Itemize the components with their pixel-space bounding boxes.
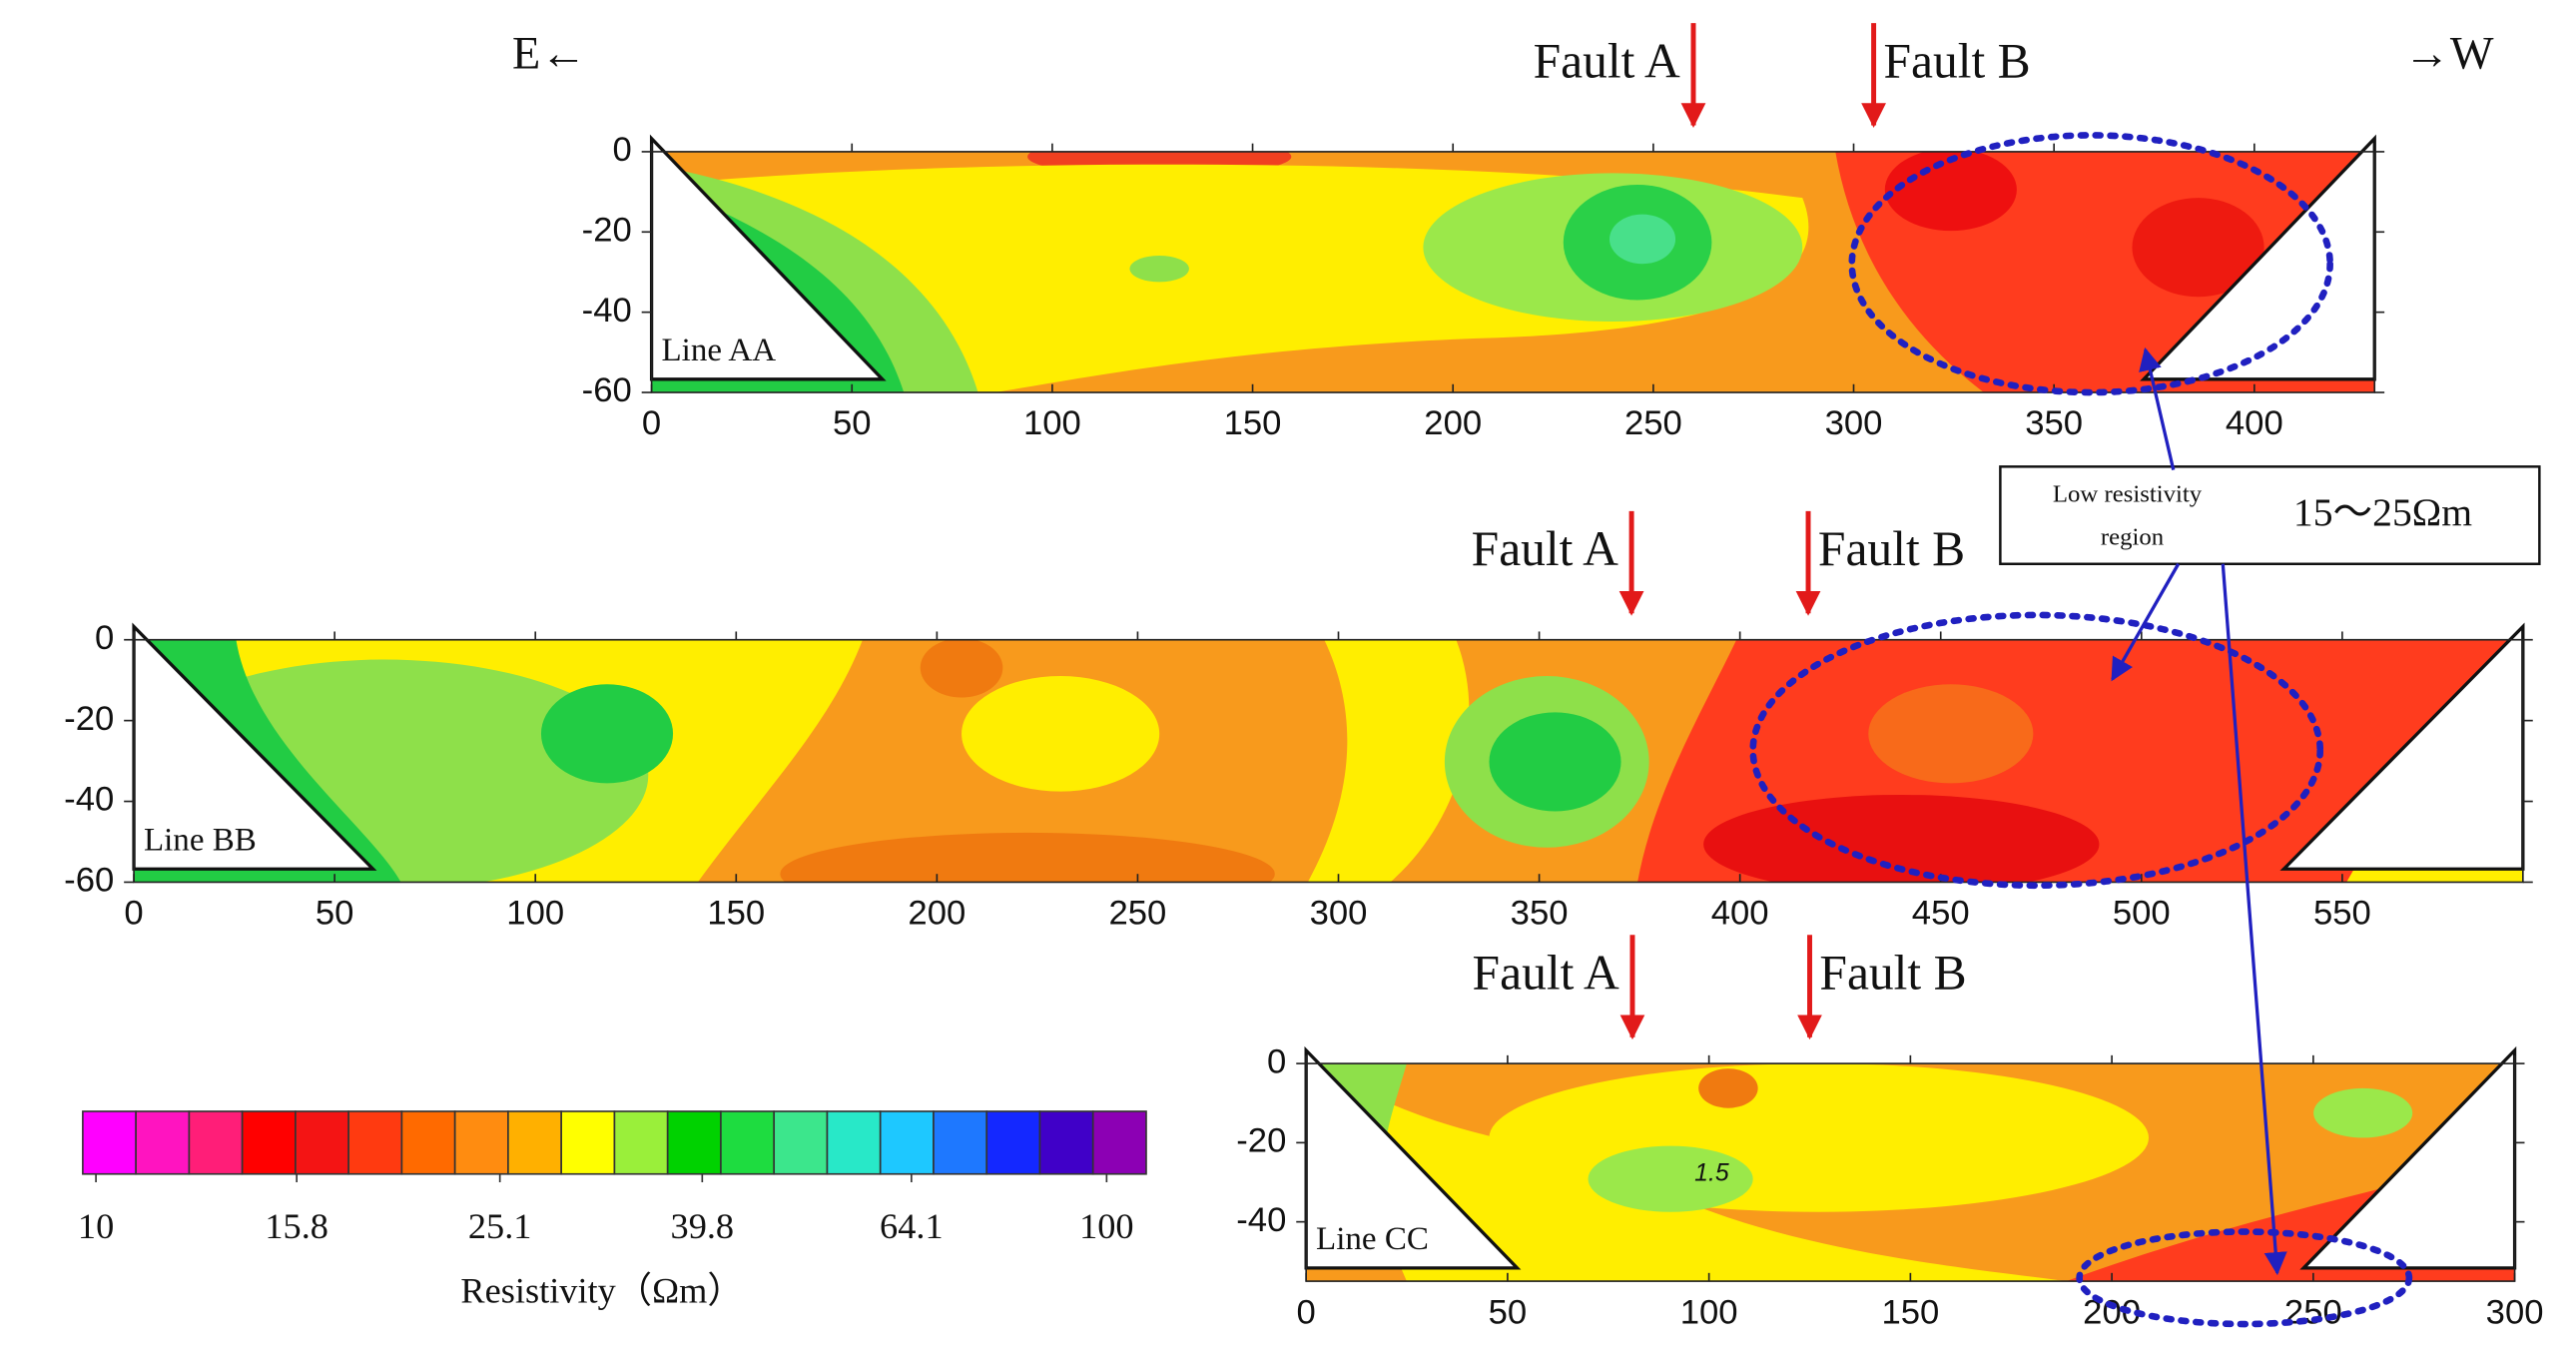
direction-west: →W	[2404, 27, 2494, 78]
fault-label: Fault B	[1883, 33, 2030, 88]
colorbar-swatch	[241, 1110, 297, 1175]
x-tick-label: 250	[1624, 404, 1682, 442]
y-tick-label: -40	[582, 292, 632, 330]
colorbar-swatch	[295, 1110, 349, 1175]
colorbar-swatch	[879, 1110, 935, 1175]
fault-label: Fault B	[1818, 521, 1965, 576]
line-label: Line BB	[144, 822, 257, 858]
x-tick-label: 150	[1881, 1293, 1939, 1331]
x-tick-label: 300	[1825, 404, 1883, 442]
annotations: Low resistivity region 15～25Ωm E← →W Res…	[460, 27, 2541, 1328]
colorbar-tick-label: 15.8	[265, 1206, 328, 1246]
colorbar-tick-label: 25.1	[468, 1206, 532, 1246]
plot-frame	[133, 638, 2524, 884]
colorbar-swatch	[773, 1110, 829, 1175]
x-tick-label: 250	[2284, 1293, 2342, 1331]
y-tick-label: -20	[1236, 1122, 1286, 1160]
x-tick-label: 50	[1489, 1293, 1528, 1331]
y-tick-label: 0	[95, 619, 114, 657]
colorbar-swatch	[666, 1110, 722, 1175]
annotation-text: region	[2101, 524, 2164, 551]
x-tick-label: 0	[642, 404, 661, 442]
x-tick-label: 200	[908, 895, 966, 933]
fault-label: Fault B	[1819, 946, 1966, 1001]
direction-east: E←	[512, 27, 586, 78]
fault-label: Fault A	[1473, 946, 1619, 1001]
region-ellipse	[2076, 1228, 2413, 1328]
y-tick-label: -60	[64, 862, 114, 900]
x-tick-label: 400	[1711, 895, 1769, 933]
arrow	[2221, 563, 2287, 1276]
colorbar-swatch	[347, 1110, 403, 1175]
fault-label: Fault A	[1472, 521, 1618, 576]
colorbar-swatch	[1038, 1110, 1094, 1175]
colorbar-swatch	[400, 1110, 456, 1175]
colorbar-swatch	[507, 1110, 563, 1175]
colorbar-swatch	[933, 1110, 988, 1175]
x-tick-label: 550	[2313, 895, 2371, 933]
colorbar-swatch	[826, 1110, 882, 1175]
y-tick-label: -40	[1236, 1201, 1286, 1239]
region-ellipse	[1848, 132, 2333, 396]
region-ellipse	[1749, 611, 2324, 890]
x-tick-label: 50	[316, 895, 354, 933]
colorbar-tick-label: 10	[78, 1206, 114, 1246]
x-tick-label: 0	[124, 895, 143, 933]
x-tick-label: 250	[1109, 895, 1167, 933]
colorbar-swatch	[188, 1110, 244, 1175]
x-tick-label: 150	[707, 895, 765, 933]
colorbar-tick-label: 100	[1079, 1206, 1133, 1246]
x-tick-label: 200	[2083, 1293, 2141, 1331]
y-tick-label: -60	[582, 371, 632, 409]
x-tick-label: 500	[2113, 895, 2171, 933]
annotation-text: Low resistivity	[2053, 481, 2203, 508]
colorbar-swatch	[560, 1110, 616, 1175]
x-tick-label: 350	[2025, 404, 2083, 442]
colorbar-swatch	[1091, 1110, 1147, 1175]
colorbar-swatch	[985, 1110, 1041, 1175]
annotation-range: 15～25Ωm	[2293, 490, 2472, 534]
fault-label: Fault A	[1534, 33, 1680, 88]
colorbar-swatch	[453, 1110, 509, 1175]
contour-label: 1.5	[1694, 1159, 1729, 1186]
colorbar-tick-label: 39.8	[671, 1206, 735, 1246]
line-label: Line CC	[1316, 1221, 1429, 1257]
colorbar-tick-label: 64.1	[880, 1206, 944, 1246]
x-tick-label: 200	[1424, 404, 1482, 442]
colorbar-label: Resistivity（Ωm）	[460, 1271, 743, 1311]
x-tick-label: 450	[1912, 895, 1970, 933]
colorbar-swatch	[720, 1110, 776, 1175]
x-tick-label: 50	[833, 404, 872, 442]
x-tick-label: 300	[1310, 895, 1368, 933]
annotation-box	[1999, 465, 2541, 565]
x-tick-label: 100	[506, 895, 564, 933]
colorbar-swatch	[135, 1110, 191, 1175]
arrow	[2111, 562, 2181, 682]
x-tick-label: 100	[1680, 1293, 1738, 1331]
plot-frame	[650, 151, 2376, 393]
x-tick-label: 0	[1297, 1293, 1316, 1331]
x-tick-label: 150	[1224, 404, 1282, 442]
x-tick-label: 300	[2486, 1293, 2544, 1331]
x-tick-label: 350	[1511, 895, 1569, 933]
y-tick-label: 0	[1267, 1042, 1286, 1080]
y-tick-label: -20	[582, 211, 632, 249]
arrow	[2139, 346, 2176, 471]
y-tick-label: -40	[64, 781, 114, 819]
y-tick-label: -20	[64, 700, 114, 738]
y-tick-label: 0	[612, 131, 631, 169]
line-label: Line AA	[661, 333, 776, 368]
x-tick-label: 100	[1023, 404, 1081, 442]
colorbar-swatch	[82, 1110, 137, 1175]
colorbar-swatch	[613, 1110, 669, 1175]
x-tick-label: 400	[2226, 404, 2283, 442]
contour-fill	[651, 151, 2375, 393]
